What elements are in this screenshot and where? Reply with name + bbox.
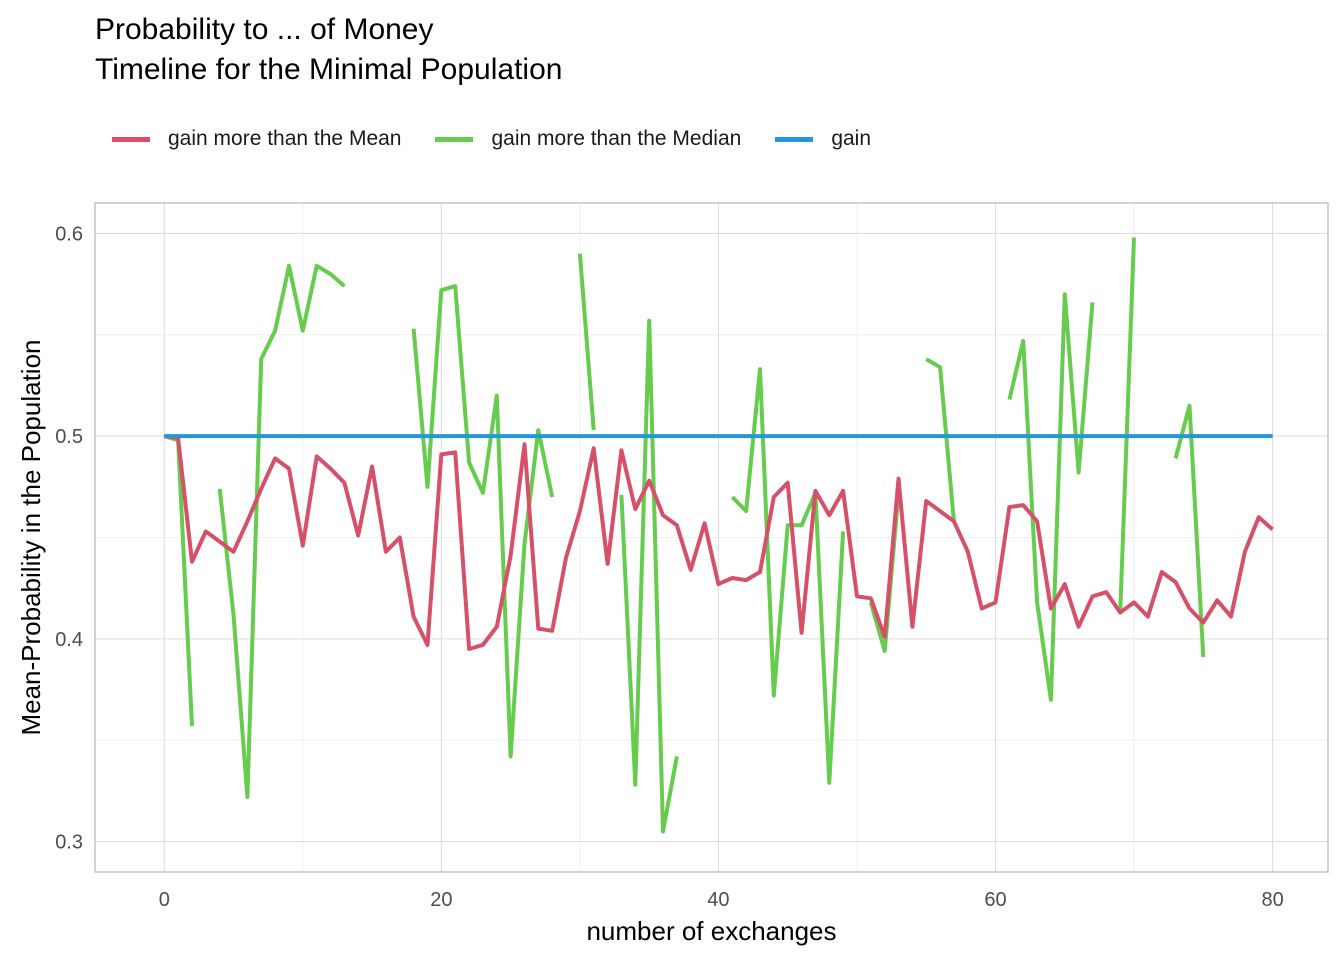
x-axis-label: number of exchanges — [586, 916, 836, 946]
series-line-gain-more-than-the-median — [925, 357, 956, 522]
legend-label-mean: gain more than the Mean — [168, 127, 402, 150]
series-line-gain-more-than-the-mean — [163, 434, 1274, 651]
legend-item-median: gain more than the Median — [435, 127, 741, 151]
series-line-gain-more-than-the-median — [577, 253, 596, 431]
x-tick-label: 80 — [1261, 889, 1283, 911]
x-tick-label: 20 — [430, 889, 452, 911]
series-line-gain-more-than-the-median — [217, 263, 346, 799]
series-line-gain-more-than-the-median — [619, 318, 679, 834]
legend-label-median: gain more than the Median — [491, 127, 742, 150]
series-line-gain-more-than-the-median — [1007, 292, 1095, 702]
y-tick-label: 0.6 — [55, 223, 83, 245]
legend-key-mean — [112, 136, 150, 142]
y-tick-label: 0.3 — [55, 832, 83, 854]
series-line-gain-more-than-the-median — [730, 367, 846, 785]
legend-key-median — [435, 136, 474, 142]
x-tick-label: 40 — [707, 889, 729, 911]
y-axis-label: Mean-Probability in the Population — [16, 339, 46, 735]
legend-label-gain: gain — [831, 127, 872, 150]
y-tick-label: 0.5 — [55, 426, 83, 448]
panel-border — [94, 202, 1329, 873]
chart-title-line2: Timeline for the Minimal Population — [95, 53, 563, 86]
series-line-gain-more-than-the-median — [1173, 403, 1206, 658]
series-line-gain-more-than-the-median — [163, 434, 194, 727]
chart-title: Probability to ... of Money Timeline for… — [95, 10, 562, 90]
legend-item-mean: gain more than the Mean — [112, 127, 401, 151]
x-tick-label: 0 — [159, 889, 170, 911]
legend-item-gain: gain — [775, 127, 871, 151]
chart-title-line1: Probability to ... of Money — [95, 13, 434, 46]
series-line-gain-more-than-the-median — [1118, 237, 1136, 613]
legend-key-gain — [775, 136, 814, 142]
y-tick-label: 0.4 — [55, 629, 83, 651]
legend: gain more than the Mean gain more than t… — [112, 122, 905, 156]
x-tick-label: 60 — [984, 889, 1006, 911]
